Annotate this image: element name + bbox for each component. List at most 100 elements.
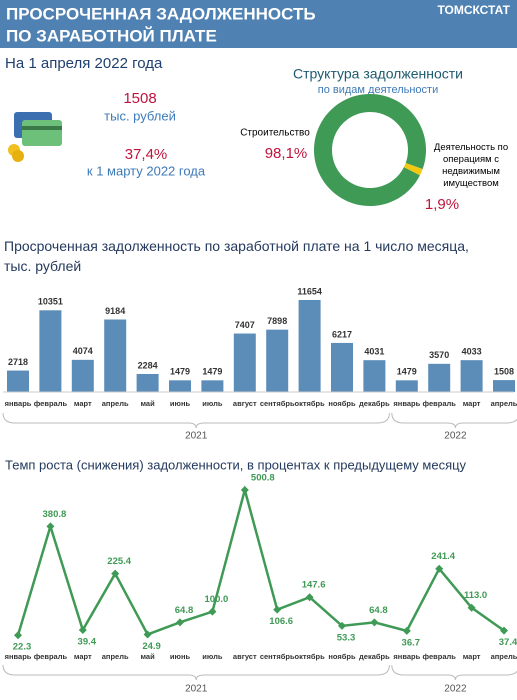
bar-value: 2284 bbox=[138, 360, 158, 370]
year-brace bbox=[391, 664, 517, 681]
marker bbox=[240, 486, 249, 494]
data-label: 36.7 bbox=[402, 637, 421, 648]
data-label: 380.8 bbox=[43, 509, 67, 520]
x-tick-label: апрель bbox=[102, 399, 129, 408]
marker bbox=[338, 621, 346, 630]
title: ПРОСРОЧЕННАЯ ЗАДОЛЖЕННОСТЬ bbox=[6, 4, 316, 23]
x-tick-label: сентябрь bbox=[260, 652, 295, 661]
x-tick-label: октябрь bbox=[294, 399, 325, 408]
bar bbox=[460, 360, 483, 392]
year-label: 2022 bbox=[444, 684, 467, 695]
change: 37,4% bbox=[125, 146, 168, 163]
marker bbox=[14, 631, 22, 640]
year-brace bbox=[2, 412, 390, 429]
bar-value: 1479 bbox=[397, 367, 417, 377]
donut-slice bbox=[403, 162, 423, 176]
bar bbox=[298, 300, 321, 392]
year-label: 2021 bbox=[185, 684, 208, 695]
slice-value: 98,1% bbox=[265, 145, 308, 162]
data-label: 53.3 bbox=[337, 632, 356, 643]
marker bbox=[402, 626, 411, 635]
marker bbox=[467, 603, 476, 612]
x-tick-label: февраль bbox=[34, 652, 68, 661]
x-tick-label: март bbox=[463, 399, 481, 408]
x-tick-label: июнь bbox=[170, 399, 191, 408]
x-tick-label: июнь bbox=[170, 652, 191, 661]
bar-value: 1479 bbox=[202, 367, 222, 377]
x-tick-label: ноябрь bbox=[328, 399, 356, 408]
marker bbox=[176, 618, 184, 627]
marker bbox=[111, 569, 120, 578]
date: На 1 апреля 2022 года bbox=[5, 55, 163, 72]
bar-value: 4074 bbox=[73, 346, 93, 356]
bar bbox=[71, 359, 94, 392]
title: ПО ЗАРАБОТНОЙ ПЛАТЕ bbox=[6, 26, 217, 45]
x-tick-label: февраль bbox=[423, 652, 457, 661]
x-tick-label: август bbox=[233, 399, 257, 408]
x-tick-label: январь bbox=[393, 399, 420, 408]
header-bar bbox=[0, 0, 517, 48]
amount-unit: тыс. рублей bbox=[104, 108, 176, 123]
x-tick-label: январь bbox=[393, 652, 420, 661]
x-tick-label: июль bbox=[202, 652, 223, 661]
data-label: 147.6 bbox=[302, 580, 326, 591]
marker bbox=[46, 522, 55, 531]
x-tick-label: март bbox=[74, 652, 92, 661]
x-tick-label: июль bbox=[202, 399, 223, 408]
data-label: 39.4 bbox=[78, 637, 97, 648]
bar bbox=[169, 380, 191, 392]
x-tick-label: март bbox=[74, 399, 92, 408]
source: ТОМСКСТАТ bbox=[437, 3, 510, 17]
marker bbox=[143, 630, 152, 639]
x-tick-label: декабрь bbox=[359, 399, 390, 408]
bar bbox=[363, 360, 386, 392]
x-tick-label: февраль bbox=[34, 399, 68, 408]
data-label: 106.6 bbox=[269, 616, 293, 627]
pie-title: Структура задолженности bbox=[293, 66, 463, 82]
x-tick-label: апрель bbox=[491, 652, 517, 661]
marker bbox=[500, 626, 508, 635]
x-tick-label: март bbox=[463, 652, 481, 661]
slice-label-box: Деятельность по операциям с недвижимым и… bbox=[433, 142, 509, 189]
data-label: 225.4 bbox=[107, 556, 131, 567]
year-brace bbox=[2, 664, 390, 681]
bar-title: Просроченная задолженность по заработной… bbox=[4, 238, 469, 274]
bar-value: 10351 bbox=[38, 297, 63, 307]
card-icon bbox=[8, 112, 62, 162]
bar-value: 6217 bbox=[332, 329, 352, 339]
pie-subtitle: по видам деятельности bbox=[318, 84, 438, 96]
x-tick-label: апрель bbox=[102, 652, 129, 661]
bar-value: 11654 bbox=[297, 286, 322, 296]
donut-slice bbox=[313, 94, 426, 207]
bar-value: 7898 bbox=[267, 316, 287, 326]
slice-label: Строительство bbox=[240, 128, 310, 139]
x-tick-label: январь bbox=[5, 399, 32, 408]
x-tick-label: май bbox=[140, 652, 155, 661]
marker bbox=[273, 605, 282, 614]
x-tick-label: февраль bbox=[423, 399, 457, 408]
bar-value: 4033 bbox=[462, 347, 482, 357]
amount: 1508 bbox=[123, 90, 156, 107]
data-label: 24.9 bbox=[142, 641, 161, 652]
bar bbox=[233, 333, 256, 392]
marker bbox=[370, 618, 379, 627]
line bbox=[16, 485, 505, 636]
x-tick-label: август bbox=[233, 652, 257, 661]
slice-value: 1,9% bbox=[425, 196, 459, 213]
bar-value: 9184 bbox=[105, 306, 125, 316]
marker bbox=[305, 593, 314, 602]
bar bbox=[104, 319, 127, 392]
bar bbox=[7, 370, 29, 392]
bar bbox=[266, 329, 289, 392]
marker bbox=[78, 626, 87, 635]
bar bbox=[428, 363, 451, 392]
bar bbox=[201, 380, 224, 392]
change-note: к 1 марту 2022 года bbox=[87, 163, 206, 178]
year-label: 2022 bbox=[444, 431, 467, 442]
data-label: 22.3 bbox=[13, 642, 32, 653]
x-tick-label: октябрь bbox=[294, 652, 325, 661]
slice-label: Деятельность по операциям с недвижимым и… bbox=[433, 142, 509, 189]
bar-value: 1508 bbox=[494, 366, 514, 376]
x-tick-label: декабрь bbox=[359, 652, 390, 661]
